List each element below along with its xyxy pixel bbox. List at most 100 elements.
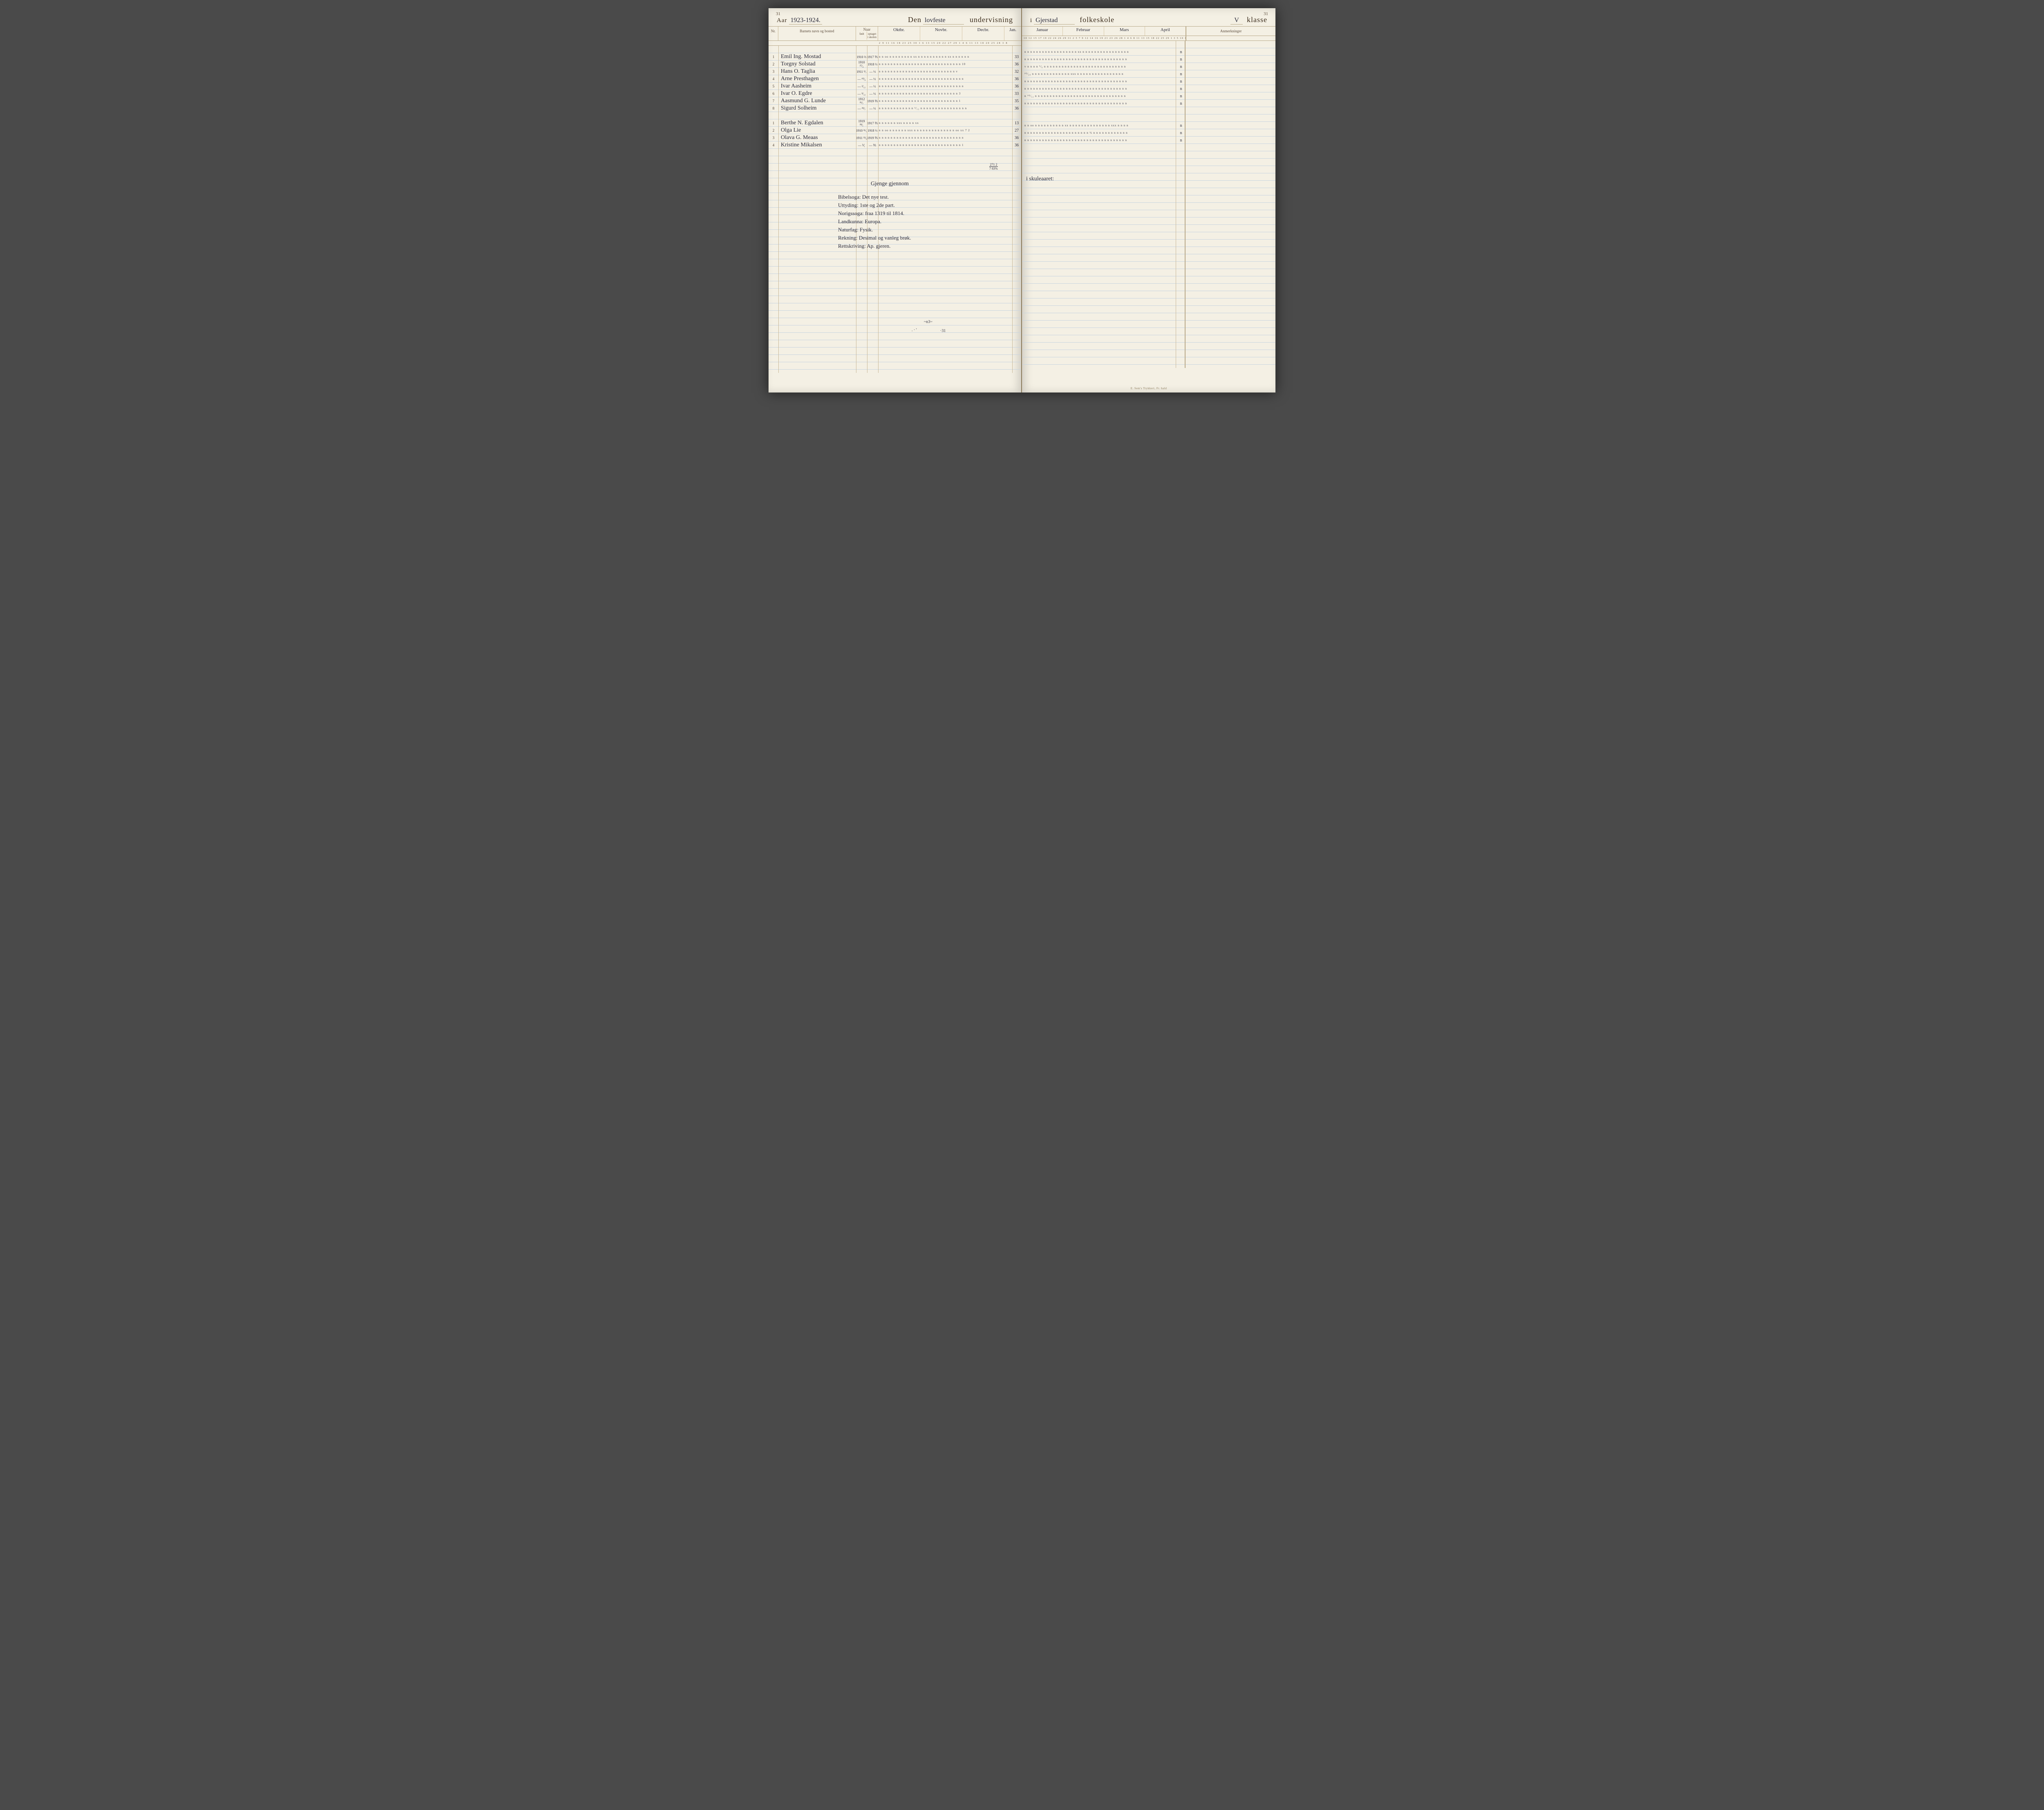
row-name: Emil Ing. Mostad <box>778 54 856 60</box>
fodt-label: født <box>857 31 867 40</box>
row-fodt: — ⅟₁ <box>856 144 867 147</box>
curriculum-line: Rekning: Desimal og vanleg brøk. <box>838 234 911 242</box>
curriculum-line: Naturfag: Fysik. <box>838 226 911 234</box>
row-total-r: n <box>1177 123 1186 128</box>
row-fodt: 1911 ⁹⁄₇ <box>856 70 867 74</box>
left-column-header: Nr. Barnets navn og bosted Naar født opt… <box>769 26 1021 41</box>
row-marks-r: v n n n n ⁵⁄₆ n n n n n n n n n n n n n … <box>1022 65 1177 68</box>
student-row: 3 Hans O. Taglia 1911 ⁹⁄₇ — ⅓ n n n n n … <box>769 68 1021 75</box>
row-name: Berthe N. Egdalen <box>778 120 856 126</box>
row-marks: n n oo n n n n n n n n xx n n n n n n n … <box>878 55 1012 58</box>
col-nr: Nr. <box>769 27 778 40</box>
page-number-left: 31 <box>776 11 780 16</box>
row-marks-r: n n n n n n n n n n n n n n n n n n n n … <box>1022 139 1177 142</box>
student-row: 4 Arne Presthagen — ¹⁰⁄₉ — ⅓ n n n n n n… <box>769 75 1021 83</box>
row-fodt: 1919 ²⁸⁄₁ <box>856 119 867 127</box>
month-apr: April <box>1161 27 1170 32</box>
student-row-r <box>1022 114 1275 122</box>
row-marks: n n n n n n n n n n n n n n n n n n n n … <box>878 85 1012 88</box>
day-ticks-right: 10 12 15 17 19 22 24 26 29 31 2 5 7 9 12… <box>1022 37 1186 40</box>
row-total: 36 <box>1012 143 1021 148</box>
student-row: 3 Olava G. Meaas 1911 ²²⁄₉ 1919 ⅗ n n n … <box>769 134 1021 141</box>
row-marks: n n n n n n n n n n n n n n n n n n n n … <box>878 99 1012 103</box>
row-marks: n n n n n n n n n n n n n n n n n n n n … <box>878 63 1012 66</box>
row-nr: 3 <box>769 136 778 140</box>
row-total: 36 <box>1012 136 1021 140</box>
col-anm: Anmerkninger <box>1186 27 1275 36</box>
student-row: 8 Sigurd Solheim — ²⁹⁄₇ — ⅓ n n n n n n … <box>769 105 1021 112</box>
right-header: i Gjerstad folkeskole V klasse <box>1022 8 1275 26</box>
row-total-r: n <box>1177 87 1186 91</box>
row-fodt: — ¹⁰⁄₉ <box>856 77 867 81</box>
naar-label: Naar <box>857 27 877 31</box>
row-optaget: — ⅓ <box>867 92 878 96</box>
row-optaget: — ⅓ <box>867 107 878 110</box>
left-ledger-body: 1 Emil Ing. Mostad 1910 ⅔ 1917 ⅗ n n oo … <box>769 46 1021 373</box>
row-nr: 6 <box>769 92 778 96</box>
curriculum-line: Norigssoga: fraa 1319 til 1814. <box>838 209 911 218</box>
student-row: 6 Ivar O. Egdre — ⁹⁄₁₂ — ⅓ n n n n n n n… <box>769 90 1021 97</box>
row-fodt: 1910 ²⁷⁄₄ <box>856 61 867 68</box>
row-nr: 2 <box>769 128 778 132</box>
row-nr: 1 <box>769 55 778 59</box>
printer-imprint: E. Sem's Trykkeri, Fr. hald <box>1131 387 1167 390</box>
row-nr: 2 <box>769 62 778 66</box>
col-naar: Naar født optaget i skolen <box>856 27 878 40</box>
row-optaget: 1917 ⅗ <box>867 55 878 59</box>
den-label: Den <box>908 16 921 24</box>
row-fodt: 1910 ⅔ <box>856 55 867 59</box>
student-row: 5 Ivar Aasheim — ²⁄₁₂ — ⅓ n n n n n n n … <box>769 83 1021 90</box>
student-row: 7 Aasmund G. Lunde 1912 ²⁶⁄₇ 1919 ⅗ n n … <box>769 97 1021 105</box>
row-optaget: 1919 ⅗ <box>867 99 878 103</box>
row-total-r: n <box>1177 138 1186 143</box>
month-feb: Februar <box>1076 27 1090 32</box>
ledger-book: 31 Aar 1923-1924. Den lovfeste undervisn… <box>769 8 1275 393</box>
rows-container: 1 Emil Ing. Mostad 1910 ⅔ 1917 ⅗ n n oo … <box>769 46 1021 149</box>
month-jan-r: Januar <box>1036 27 1048 32</box>
fraction-bot: 7 83% <box>989 167 998 170</box>
row-optaget: — ⅗ <box>867 144 878 147</box>
row-total: 33 <box>1012 92 1021 96</box>
row-fodt: 1910 ³¹⁄₁ <box>856 129 867 132</box>
col-name: Barnets navn og bosted <box>778 27 856 40</box>
stray-mark: ·31 <box>940 329 946 333</box>
month-okt: Oktbr. <box>893 27 905 32</box>
curriculum-line: Bibelsoga: Det nye test. <box>838 193 911 201</box>
optaget-label: optaget i skolen <box>867 31 877 40</box>
row-total-r: n <box>1177 65 1186 69</box>
row-name: Kristine Mikalsen <box>778 142 856 148</box>
row-marks: n n n n n n n n n n n n n n n n n n n n … <box>878 70 1012 73</box>
page-number-right: 31 <box>1264 11 1268 16</box>
curriculum-header-left: Gjenge gjennom <box>871 181 909 187</box>
right-ledger-body: n n n n n n n n n n n n n n n n n n xx n… <box>1022 41 1275 368</box>
aar-label: Aar <box>777 17 787 24</box>
row-fodt: 1911 ²²⁄₉ <box>856 136 867 140</box>
curriculum-line: Landkunna: Europa. <box>838 218 911 226</box>
row-total: 36 <box>1012 106 1021 111</box>
student-row-r: n n oo n n n n n n n n n n xx n n n n n … <box>1022 122 1275 129</box>
fraction-top: 271 2 <box>989 163 998 166</box>
left-page: 31 Aar 1923-1924. Den lovfeste undervisn… <box>769 8 1022 393</box>
row-marks-r: n n n n n n n n n n n n n n n n n n xx n… <box>1022 50 1177 54</box>
student-row-r: n n n n n n n n n n n n n n n n n n n n … <box>1022 129 1275 137</box>
right-column-header: Januar Februar Mars April Anmerkninger <box>1022 26 1275 36</box>
row-name: Ivar O. Egdre <box>778 90 856 97</box>
row-total-r: n <box>1177 57 1186 62</box>
klasse-num: V <box>1230 17 1243 25</box>
day-tick-row-left: 2 9 11 16 18 23 25 30 1 6 13 15 20 22 27… <box>769 41 1021 46</box>
student-row-r: ²⁰⁄₂₀ n n n n n n n n n n n n n xxx n n … <box>1022 70 1275 78</box>
aar-value: 1923-1924. <box>789 17 822 25</box>
student-row-r: n n n n n n n n n n n n n n n n n n n n … <box>1022 78 1275 85</box>
row-nr: 4 <box>769 143 778 147</box>
row-total-r: n <box>1177 131 1186 135</box>
row-marks: n n n n n n n n n n n n n n n n n n n n … <box>878 136 1012 139</box>
row-total: 35 <box>1012 99 1021 103</box>
row-optaget: 1918 ⅓ <box>867 129 878 132</box>
row-marks-r: n n n n n n n n n n n n n n n n n n n n … <box>1022 87 1177 90</box>
row-marks-r: n n oo n n n n n n n n n n xx n n n n n … <box>1022 124 1177 127</box>
row-nr: 7 <box>769 99 778 103</box>
rows-container-r: n n n n n n n n n n n n n n n n n n xx n… <box>1022 41 1275 144</box>
row-marks: n n n n n n xxx n n n n xx <box>878 121 1012 125</box>
left-months: Oktbr. Novbr. Decbr. Jan. <box>878 27 1021 40</box>
student-row-r: n n n n n n n n n n n n n n n n n n n n … <box>1022 137 1275 144</box>
